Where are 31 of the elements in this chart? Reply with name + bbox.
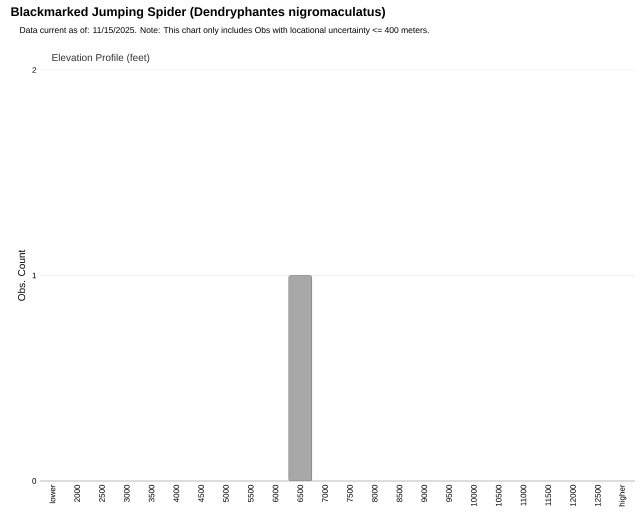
x-tick-label: 9500: [446, 484, 452, 502]
chart-subtitle: Data current as of: 11/15/2025. Note: This chart only includes Obs with locational uncertainty <= 400 meters.: [20, 26, 429, 35]
x-tick-label: 11500: [545, 484, 552, 506]
x-tick-label: 3000: [124, 484, 130, 502]
x-tick-label: 7500: [347, 484, 353, 502]
x-tick-label: 12000: [570, 484, 576, 506]
x-tick-label: 10500: [496, 484, 502, 506]
x-tick-label: 5000: [223, 484, 229, 502]
x-tick-label: 7000: [322, 484, 328, 502]
x-tick-label: 2500: [99, 484, 105, 502]
x-tick-label: 10000: [471, 484, 477, 506]
x-tick-label: 4500: [198, 484, 204, 502]
x-tick-label: 2000: [74, 484, 80, 502]
x-tick-label: higher: [618, 484, 626, 506]
text: Elevation Profile (feet): [52, 54, 150, 64]
y-tick-label: 1: [32, 272, 36, 278]
x-tick-label: 6500: [297, 484, 304, 502]
x-tick-label: 3500: [148, 484, 154, 502]
x-tick-label: 5500: [248, 484, 254, 502]
y-axis-title: Obs. Count: [18, 250, 26, 301]
x-tick-label: 12500: [594, 484, 601, 506]
y-tick-label: 0: [32, 478, 36, 484]
x-tick-label: 11000: [520, 484, 526, 506]
x-tick-label: 8000: [372, 484, 378, 502]
x-tick-label: lower: [49, 484, 56, 504]
x-tick-label: 4000: [174, 484, 180, 502]
y-tick-label: 2: [32, 67, 36, 73]
x-tick-label: 6000: [272, 484, 278, 502]
x-tick-label: 8500: [396, 484, 402, 502]
chart-title: Blackmarked Jumping Spider (Dendryphantes nigromaculatus): [11, 6, 385, 19]
x-tick-label: 9000: [421, 484, 428, 502]
